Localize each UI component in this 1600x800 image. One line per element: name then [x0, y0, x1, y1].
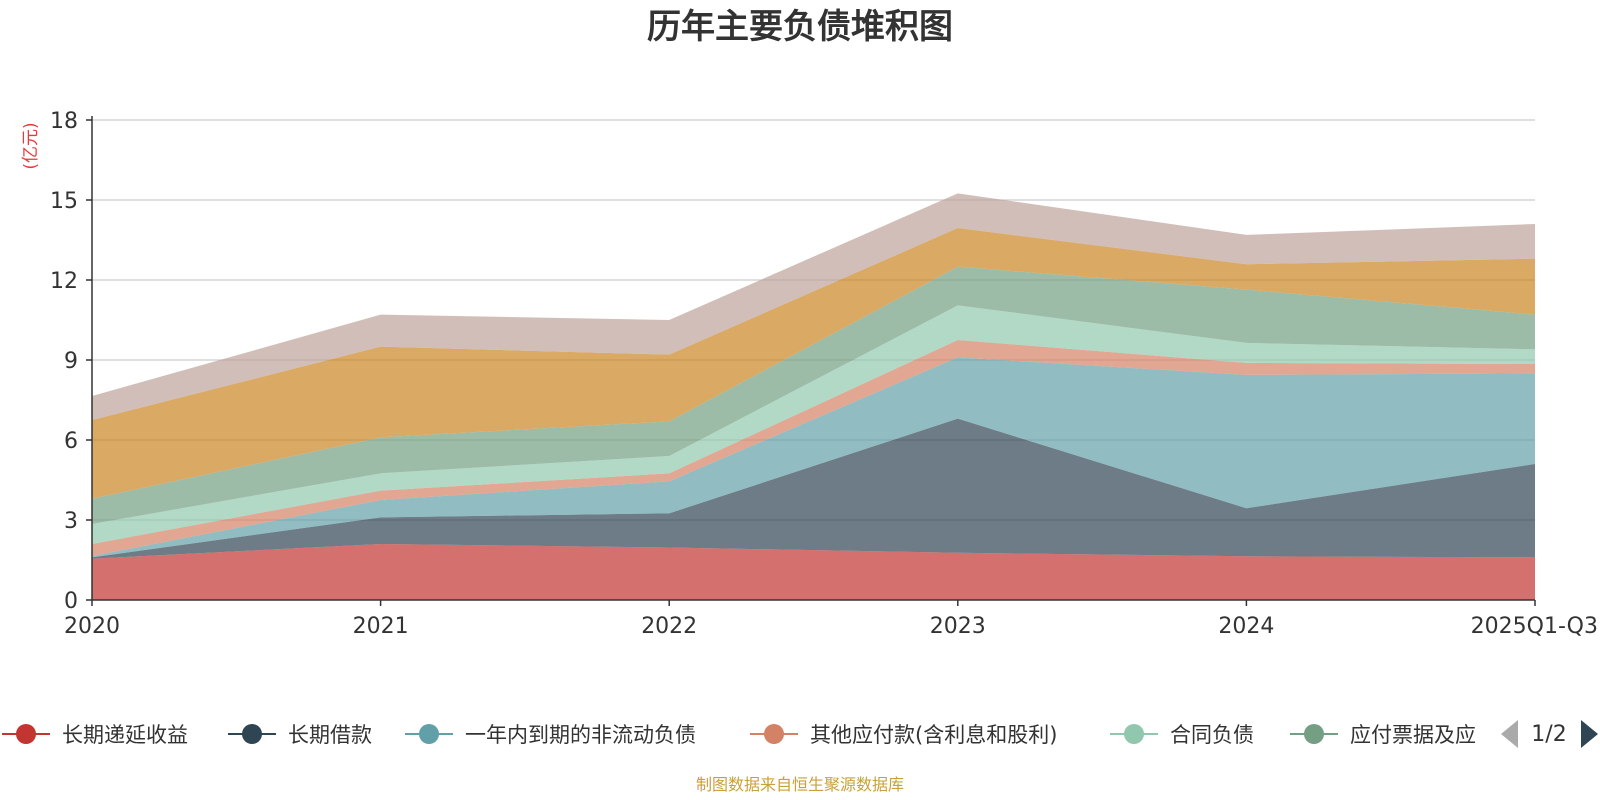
legend-page-indicator: 1/2: [1531, 722, 1566, 747]
y-tick-labels: 0 3 6 9 12 15 18: [50, 109, 78, 614]
legend-label: 应付票据及应: [1350, 723, 1476, 747]
x-tick-labels: 2020 2021 2022 2023 2024 2025Q1-Q3: [64, 614, 1598, 639]
x-tick-label: 2025Q1-Q3: [1471, 614, 1598, 639]
data-source-note: 制图数据来自恒生聚源数据库: [696, 775, 904, 794]
legend-dot-icon: [419, 724, 439, 744]
legend-dot-icon: [764, 724, 784, 744]
y-tick-label: 9: [64, 349, 78, 374]
legend-dot-icon: [242, 724, 262, 744]
y-tick-label: 0: [64, 589, 78, 614]
legend-item-1[interactable]: 长期递延收益: [2, 723, 188, 747]
legend-dot-icon: [16, 724, 36, 744]
y-tick-label: 3: [64, 509, 78, 534]
legend-item-2[interactable]: 长期借款: [228, 723, 372, 747]
legend-label: 一年内到期的非流动负债: [465, 723, 696, 747]
area-series-1: [92, 544, 1535, 600]
legend-next-page-icon[interactable]: [1581, 720, 1598, 748]
legend: 长期递延收益 长期借款 一年内到期的非流动负债 其他应付款(含利息和股利) 合同负债 应付…: [2, 723, 1476, 747]
legend-label: 长期借款: [288, 723, 372, 747]
chart-title: 历年主要负债堆积图: [647, 7, 953, 47]
x-tick-label: 2022: [641, 614, 697, 639]
legend-dot-icon: [1124, 724, 1144, 744]
y-tick-label: 15: [50, 189, 78, 214]
legend-label: 长期递延收益: [62, 723, 188, 747]
y-tick-label: 6: [64, 429, 78, 454]
area-series-6: [92, 266, 1535, 524]
area-series-7: [92, 228, 1535, 499]
legend-item-3[interactable]: 一年内到期的非流动负债: [405, 723, 696, 747]
axes: [86, 116, 1536, 606]
legend-item-5[interactable]: 合同负债: [1110, 723, 1254, 747]
x-tick-label: 2023: [930, 614, 986, 639]
y-tick-label: 12: [50, 269, 78, 294]
area-series-3: [92, 357, 1535, 558]
area-series-group: [92, 193, 1535, 600]
legend-item-6[interactable]: 应付票据及应: [1290, 723, 1476, 747]
area-series-5: [92, 305, 1535, 544]
x-tick-label: 2020: [64, 614, 120, 639]
legend-prev-page-icon[interactable]: [1501, 720, 1518, 748]
y-tick-label: 18: [50, 109, 78, 134]
y-axis-unit-label: (亿元): [21, 122, 41, 169]
x-tick-label: 2024: [1218, 614, 1274, 639]
legend-dot-icon: [1304, 724, 1324, 744]
legend-item-4[interactable]: 其他应付款(含利息和股利): [750, 723, 1057, 747]
area-series-8: [92, 193, 1535, 420]
area-series-2: [92, 418, 1535, 559]
x-tick-label: 2021: [353, 614, 409, 639]
legend-label: 合同负债: [1170, 723, 1254, 747]
legend-label: 其他应付款(含利息和股利): [810, 723, 1057, 747]
legend-pager: 1/2: [1501, 720, 1598, 748]
